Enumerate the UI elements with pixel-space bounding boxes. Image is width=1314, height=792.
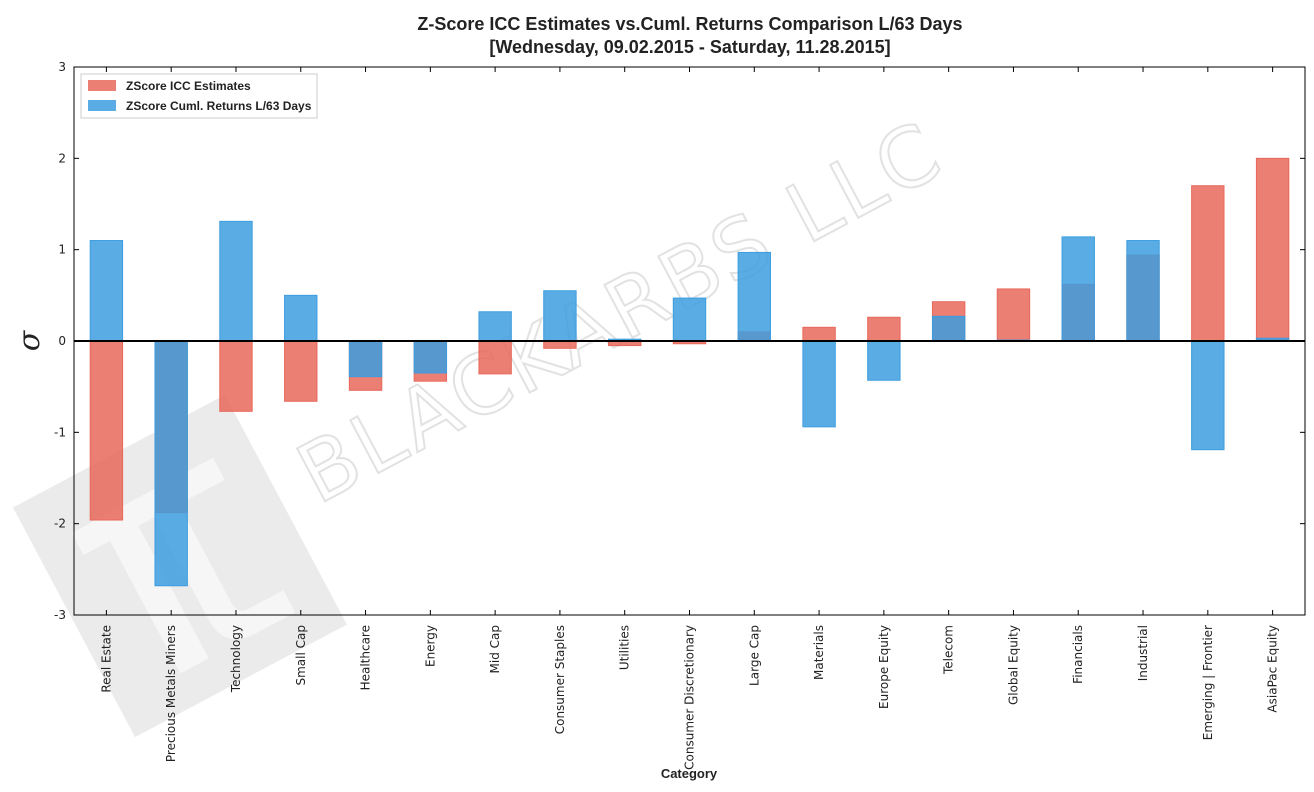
y-tick-label: 2	[58, 151, 66, 165]
category-label: Utilities	[618, 625, 632, 670]
y-tick-labels: 3 2 1 0 -1 -2 -3	[54, 60, 66, 622]
category-label: Large Cap	[747, 625, 761, 686]
category-label: Telecom	[942, 625, 956, 675]
category-label: Emerging | Frontier	[1201, 625, 1215, 740]
bar-icc	[478, 340, 512, 375]
category-label: Consumer Discretionary	[683, 625, 697, 770]
category-label: Technology	[229, 625, 243, 693]
legend-label-icc: ZScore ICC Estimates	[126, 79, 251, 93]
category-label: Real Estate	[99, 625, 113, 693]
bar-returns	[89, 240, 124, 342]
bar-returns	[284, 294, 318, 342]
category-label: Global Equity	[1006, 625, 1020, 705]
category-label: AsiaPac Equity	[1266, 625, 1280, 713]
bar-returns	[931, 315, 966, 342]
category-label: Consumer Staples	[553, 625, 567, 734]
bar-icc	[1255, 157, 1290, 342]
legend: ZScore ICC Estimates ZScore Cuml. Return…	[80, 73, 318, 119]
bar-returns	[1061, 236, 1095, 342]
bar-returns	[1126, 240, 1160, 342]
bar-returns	[867, 340, 901, 381]
bar-returns	[543, 290, 577, 342]
category-labels: Real Estate Precious Metals Miners Technol…	[99, 625, 1279, 770]
bar-returns	[219, 220, 253, 342]
y-tick-label: 3	[58, 60, 66, 74]
series-returns-bars	[89, 220, 1290, 587]
category-label: Mid Cap	[488, 625, 502, 673]
bar-returns	[802, 340, 836, 428]
bar-icc	[996, 288, 1031, 342]
bar-icc	[867, 316, 901, 342]
legend-swatch-icc	[88, 80, 116, 91]
bar-returns	[1191, 340, 1225, 451]
legend-swatch-returns	[88, 100, 116, 111]
bar-icc	[802, 326, 836, 342]
category-label: Small Cap	[294, 625, 308, 686]
y-tick-label: -1	[54, 425, 66, 439]
bar-icc	[543, 340, 577, 349]
legend-box	[80, 73, 318, 119]
category-label: Energy	[423, 625, 437, 667]
y-tick-label: 0	[58, 334, 66, 348]
y-tick-label: 1	[58, 243, 66, 257]
bar-returns	[737, 251, 771, 342]
category-label: Materials	[812, 625, 826, 680]
bar-returns	[672, 297, 707, 342]
legend-label-returns: ZScore Cuml. Returns L/63 Days	[126, 99, 312, 113]
chart-subtitle: [Wednesday, 09.02.2015 - Saturday, 11.28…	[489, 37, 890, 57]
watermark-text: BLACKARBS LLC	[283, 103, 959, 522]
bar-icc	[89, 340, 124, 521]
y-tick-label: -3	[54, 608, 66, 622]
category-label: Europe Equity	[877, 625, 891, 709]
bar-icc	[284, 340, 318, 402]
category-label: Financials	[1071, 625, 1085, 684]
y-tick-label: -2	[54, 517, 66, 531]
bar-icc	[1191, 185, 1225, 342]
category-label: Precious Metals Miners	[164, 625, 178, 762]
bar-returns	[348, 340, 383, 378]
chart-title: Z-Score ICC Estimates vs.Cuml. Returns C…	[417, 14, 962, 34]
category-label: Industrial	[1136, 625, 1150, 681]
y-axis-title: σ	[12, 329, 47, 351]
bar-returns	[154, 340, 188, 587]
bar-returns	[478, 311, 512, 342]
category-label: Healthcare	[359, 625, 373, 690]
bar-icc	[219, 340, 253, 412]
bar-returns	[413, 340, 448, 374]
x-axis-title: Category	[661, 766, 718, 781]
